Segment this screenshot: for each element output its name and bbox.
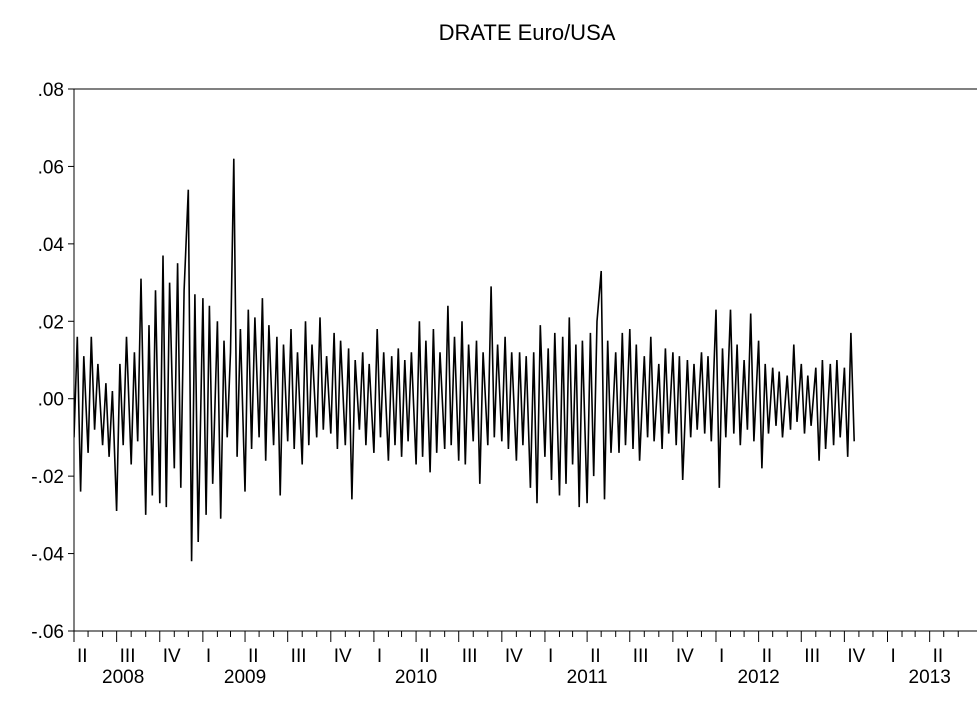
x-year-label: 2010 xyxy=(395,667,437,688)
x-quarter-label: III xyxy=(291,646,307,667)
x-quarter-label: IV xyxy=(505,646,523,667)
y-tick-label: .06 xyxy=(38,157,64,178)
x-quarter-label: II xyxy=(248,646,259,667)
x-year-label: 2011 xyxy=(567,667,608,688)
x-year-label: 2013 xyxy=(909,667,951,688)
y-tick-label: -.02 xyxy=(31,467,64,488)
y-axis: .08 .06 .04 .02 .00 -.02 -.04 -.06 xyxy=(31,80,74,643)
x-quarter-label: I xyxy=(206,646,211,667)
x-quarter-label: I xyxy=(890,646,895,667)
x-quarter-label: III xyxy=(633,646,649,667)
x-year-label: 2008 xyxy=(102,667,144,688)
chart-title: DRATE Euro/USA xyxy=(438,20,616,45)
x-quarter-label: I xyxy=(377,646,382,667)
x-quarter-label: II xyxy=(933,646,944,667)
x-quarter-label: III xyxy=(462,646,478,667)
y-tick-label: .04 xyxy=(38,235,65,256)
y-tick-label: .00 xyxy=(38,390,64,411)
x-quarter-label: III xyxy=(804,646,820,667)
x-quarter-label: II xyxy=(762,646,773,667)
x-quarter-label: IV xyxy=(163,646,181,667)
y-tick-label: -.04 xyxy=(31,545,64,566)
y-tick-label: .08 xyxy=(38,80,64,101)
x-quarter-label: IV xyxy=(676,646,694,667)
x-year-label: 2012 xyxy=(737,667,779,688)
plot-area-frame xyxy=(73,88,977,632)
x-year-label: 2009 xyxy=(224,667,266,688)
x-quarter-label: IV xyxy=(334,646,352,667)
series-line xyxy=(74,158,855,562)
x-quarter-label: IV xyxy=(847,646,865,667)
x-quarter-label: III xyxy=(120,646,136,667)
x-axis: II III IV I II III IV I II III IV I II III IV I II III IV I… xyxy=(73,631,959,688)
x-quarter-label: II xyxy=(419,646,430,667)
x-quarter-label: I xyxy=(548,646,553,667)
y-tick-label: .02 xyxy=(38,312,64,333)
x-quarter-label: II xyxy=(77,646,88,667)
y-tick-label: -.06 xyxy=(31,622,64,643)
x-quarter-label: II xyxy=(590,646,601,667)
x-quarter-label: I xyxy=(719,646,724,667)
